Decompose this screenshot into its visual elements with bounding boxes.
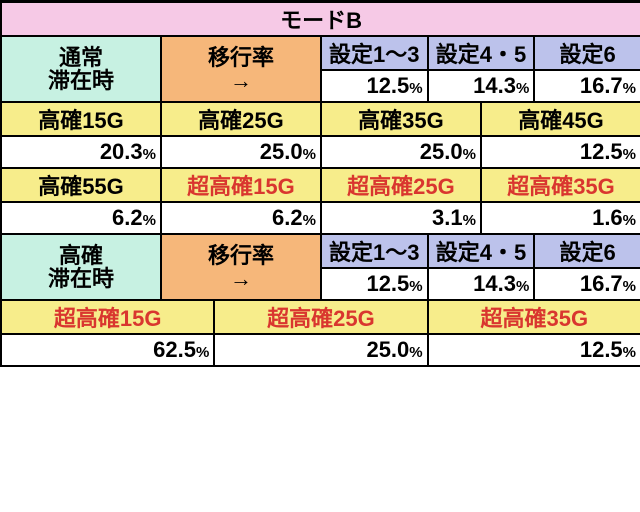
sec5-h3: 超高確35G (428, 300, 640, 334)
sec1-v3: 16.7% (534, 70, 640, 102)
sec4-v1: 12.5% (321, 268, 428, 300)
sec1-v2: 14.3% (428, 70, 535, 102)
sec5-h1: 超高確15G (1, 300, 214, 334)
sec4-trans-l2: → (230, 266, 252, 291)
sec4-v2: 14.3% (428, 268, 535, 300)
sec4-h1: 設定1～3 (321, 234, 428, 268)
sec4-h3: 設定6 (534, 234, 640, 268)
sec1-h3: 設定6 (534, 36, 640, 70)
sec1-v1: 12.5% (321, 70, 428, 102)
sec2-h2: 高確25G (161, 102, 321, 136)
sec2-v1: 20.3% (1, 136, 161, 168)
sec4-rowlabel-l1: 高確 (59, 243, 103, 268)
sec2-h1: 高確15G (1, 102, 161, 136)
mode-b-table: モードB 通常 滞在時 移行率 → 設定1～3 設定4・5 設定6 12.5% … (0, 0, 640, 367)
sec1-rowlabel: 通常 滞在時 (1, 36, 161, 102)
sec4-trans: 移行率 → (161, 234, 321, 300)
sec1-trans: 移行率 → (161, 36, 321, 102)
sec5-h2: 超高確25G (214, 300, 427, 334)
sec4-rowlabel: 高確 滞在時 (1, 234, 161, 300)
sec5-v3: 12.5% (428, 334, 640, 366)
sec4-rowlabel-l2: 滞在時 (48, 266, 114, 291)
sec1-h1: 設定1～3 (321, 36, 428, 70)
sec5-v2: 25.0% (214, 334, 427, 366)
sec2-v4: 12.5% (481, 136, 640, 168)
sec2-h3: 高確35G (321, 102, 481, 136)
sec4-trans-l1: 移行率 (208, 243, 274, 268)
sec3-v1: 6.2% (1, 202, 161, 234)
sec1-h2: 設定4・5 (428, 36, 535, 70)
title: モードB (1, 2, 640, 37)
sec3-v2: 6.2% (161, 202, 321, 234)
sec1-rowlabel-l2: 滞在時 (48, 68, 114, 93)
sec3-h3: 超高確25G (321, 168, 481, 202)
sec4-h2: 設定4・5 (428, 234, 535, 268)
sec2-v2: 25.0% (161, 136, 321, 168)
sec1-trans-l1: 移行率 (208, 45, 274, 70)
sec3-h1: 高確55G (1, 168, 161, 202)
sec1-trans-l2: → (230, 68, 252, 93)
sec1-rowlabel-l1: 通常 (59, 45, 103, 70)
sec2-h4: 高確45G (481, 102, 640, 136)
sec3-v3: 3.1% (321, 202, 481, 234)
sec2-v3: 25.0% (321, 136, 481, 168)
sec5-v1: 62.5% (1, 334, 214, 366)
sec3-h2: 超高確15G (161, 168, 321, 202)
sec4-v3: 16.7% (534, 268, 640, 300)
sec3-h4: 超高確35G (481, 168, 640, 202)
sec3-v4: 1.6% (481, 202, 640, 234)
